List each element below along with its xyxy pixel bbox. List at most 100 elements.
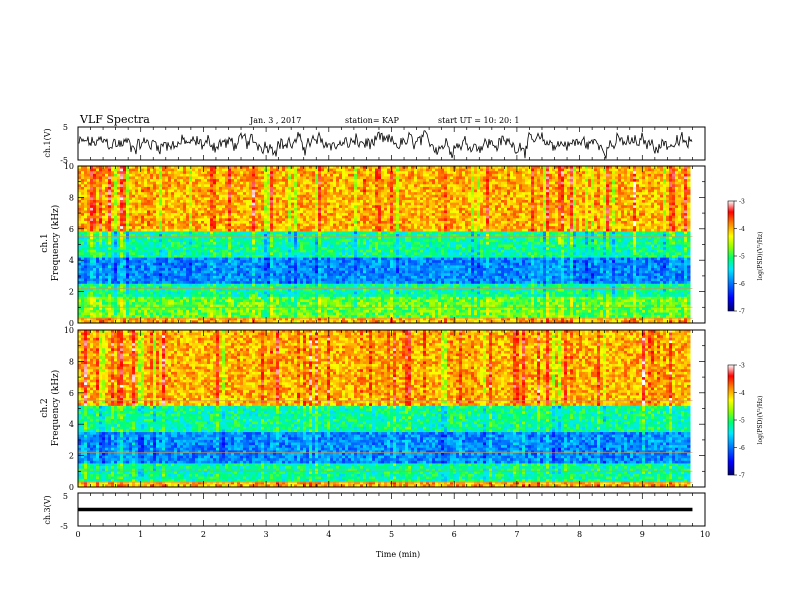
spectrogram-cell	[114, 176, 118, 180]
spectrogram-cell	[516, 171, 520, 175]
spectrogram-cell	[270, 197, 274, 201]
spectrogram-cell	[378, 176, 382, 180]
spectrogram-cell	[687, 186, 691, 191]
spectrogram-cell	[621, 210, 625, 214]
spectrogram-cell	[624, 192, 628, 196]
spectrogram-cell	[618, 205, 622, 209]
spectrogram-cell	[387, 181, 391, 185]
spectrogram-cell	[573, 200, 577, 204]
spectrogram-cell	[198, 179, 202, 183]
spectrogram-cell	[477, 207, 481, 211]
spectrogram-cell	[603, 189, 607, 193]
spectrogram-cell	[306, 186, 310, 191]
spectrogram-cell	[678, 197, 682, 201]
spectrogram-cell	[642, 200, 646, 204]
spectrogram-cell	[510, 168, 514, 172]
spectrogram-cell	[393, 176, 397, 180]
spectrogram-cell	[180, 197, 184, 201]
spectrogram-cell	[474, 186, 478, 191]
spectrogram-cell	[648, 194, 652, 198]
spectrogram-cell	[156, 176, 160, 180]
spectrogram-cell	[345, 207, 349, 211]
spectrogram-cell	[276, 168, 280, 172]
spectrogram-cell	[648, 205, 652, 209]
spectrogram-cell	[447, 184, 451, 188]
spectrogram-cell	[348, 207, 352, 211]
spectrogram-cell	[507, 186, 511, 191]
spectrogram-cell	[582, 194, 586, 198]
spectrogram-cell	[258, 189, 262, 193]
spectrogram-cell	[456, 205, 460, 209]
spectrogram-cell	[108, 210, 112, 214]
spectrogram-cell	[426, 205, 430, 209]
spectrogram-cell	[141, 210, 145, 214]
spectrogram-cell	[438, 194, 442, 198]
spectrogram-cell	[636, 189, 640, 193]
spectrogram-cell	[423, 205, 427, 209]
spectrogram-cell	[312, 168, 316, 172]
spectrogram-cell	[453, 179, 457, 183]
spectrogram-cell	[165, 184, 169, 188]
spectrogram-cell	[555, 166, 559, 170]
spectrogram-cell	[555, 210, 559, 214]
spectrogram-cell	[471, 173, 475, 177]
spectrogram-cell	[336, 194, 340, 198]
spectrogram-cell	[597, 202, 601, 206]
spectrogram-cell	[291, 181, 295, 185]
spectrogram-cell	[435, 173, 439, 177]
spectrogram-cell	[672, 189, 676, 193]
spectrogram-cell	[630, 189, 634, 193]
spectrogram-cell	[597, 171, 601, 175]
spectrogram-cell	[225, 202, 229, 206]
spectrogram-cell	[195, 194, 199, 198]
spectrogram-cell	[129, 181, 133, 185]
spectrogram-cell	[222, 207, 226, 211]
spectrogram-cell	[339, 181, 343, 185]
spectrogram-cell	[108, 181, 112, 185]
spectrogram-cell	[276, 202, 280, 206]
spectrogram-cell	[615, 200, 619, 204]
spectrogram-cell	[222, 202, 226, 206]
spectrogram-cell	[204, 179, 208, 183]
spectrogram-cell	[555, 200, 559, 204]
spectrogram-cell	[450, 205, 454, 209]
spectrogram-cell	[390, 181, 394, 185]
spectrogram-cell	[375, 192, 379, 196]
spectrogram-cell	[318, 181, 322, 185]
spectrogram-cell	[447, 210, 451, 214]
spectrogram-cell	[360, 173, 364, 177]
spectrogram-cell	[618, 173, 622, 177]
spectrogram-cell	[561, 197, 565, 201]
spectrogram-cell	[147, 166, 151, 170]
spectrogram-cell	[387, 186, 391, 191]
spectrogram-cell	[558, 197, 562, 201]
spectrogram-cell	[432, 202, 436, 206]
spectrogram-cell	[366, 197, 370, 201]
spectrogram-cell	[495, 192, 499, 196]
spectrogram-cell	[300, 192, 304, 196]
spectrogram-cell	[153, 171, 157, 175]
spectrogram-cell	[327, 176, 331, 180]
spectrogram-cell	[267, 189, 271, 193]
spectrogram-cell	[615, 192, 619, 196]
spectrogram-cell	[93, 200, 97, 204]
spectrogram-cell	[525, 176, 529, 180]
spectrogram-cell	[588, 202, 592, 206]
spectrogram-cell	[459, 194, 463, 198]
spectrogram-cell	[438, 186, 442, 191]
spectrogram-cell	[564, 202, 568, 206]
spectrogram-cell	[675, 207, 679, 211]
spectrogram-cell	[516, 186, 520, 191]
spectrogram-cell	[408, 173, 412, 177]
spectrogram-cell	[579, 186, 583, 191]
spectrogram-cell	[564, 205, 568, 209]
spectrogram-cell	[195, 200, 199, 204]
spectrogram-cell	[534, 197, 538, 201]
spectrogram-cell	[468, 166, 472, 170]
spectrogram-cell	[321, 166, 325, 170]
spectrogram-cell	[375, 194, 379, 198]
spectrogram-cell	[108, 189, 112, 193]
spectrogram-cell	[135, 202, 139, 206]
spectrogram-cell	[78, 173, 82, 177]
spectrogram-cell	[528, 192, 532, 196]
